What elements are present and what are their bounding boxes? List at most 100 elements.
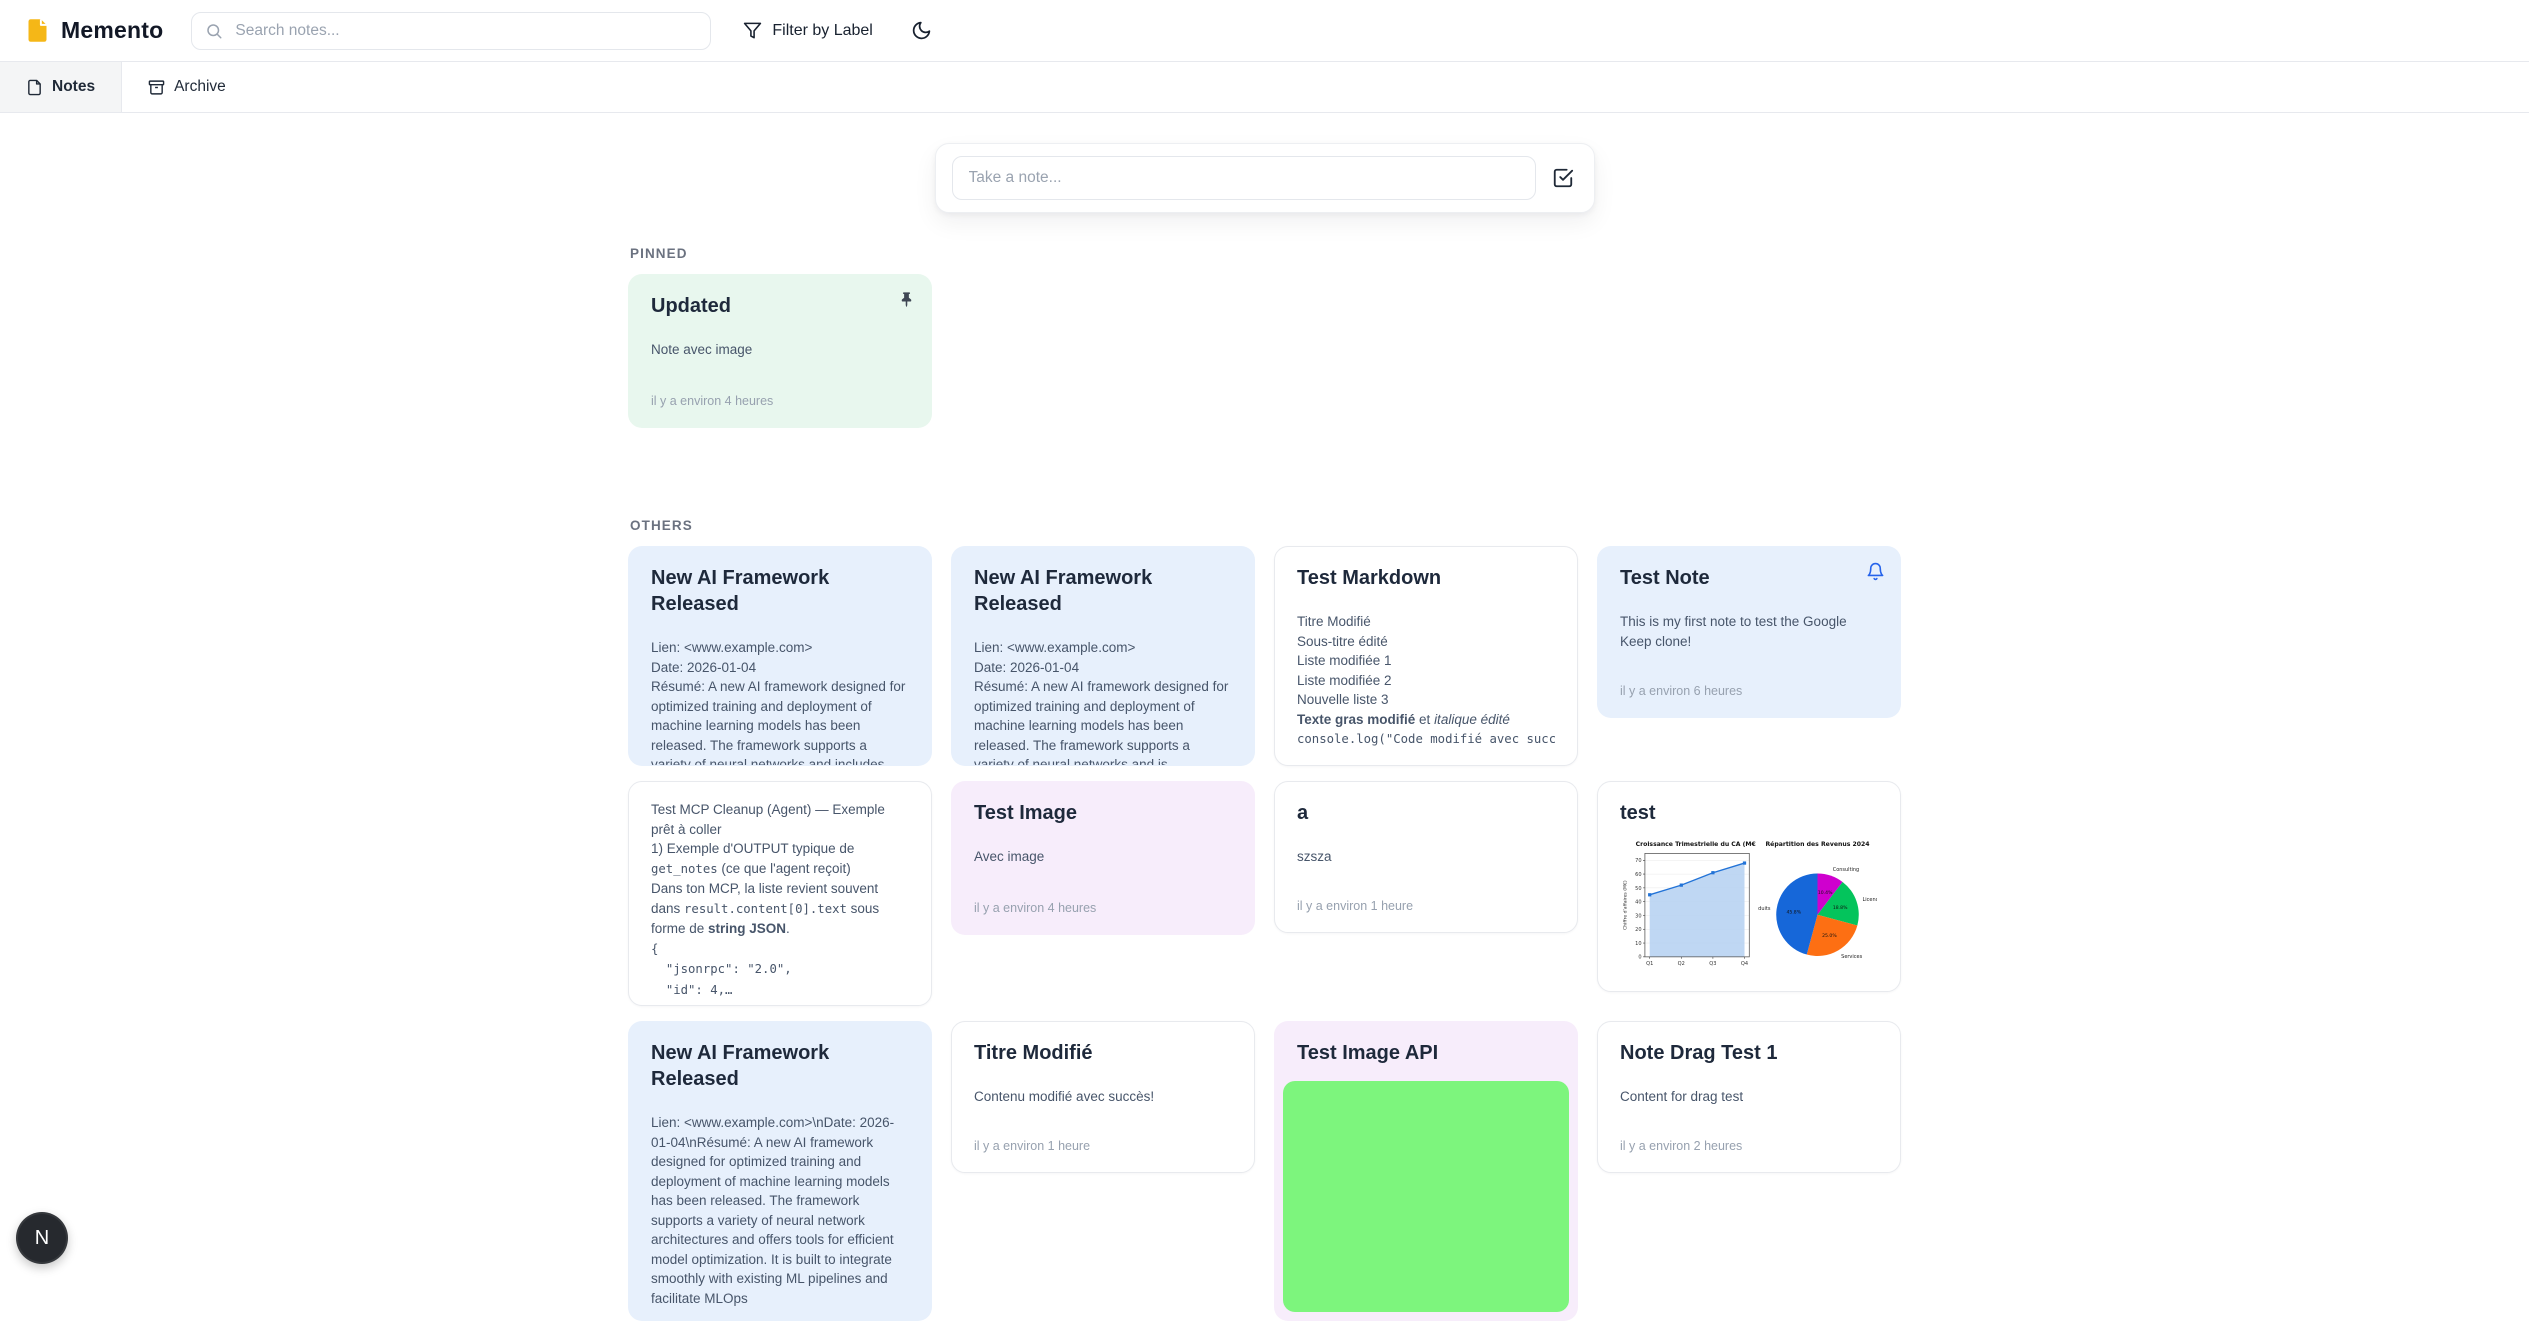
note-body: This is my first note to test the Google… [1620, 614, 1847, 649]
note-title: Test Markdown [1297, 567, 1442, 589]
app-logo: Memento [24, 17, 163, 44]
note-timestamp: il y a environ 4 heures [651, 394, 774, 408]
take-note-input[interactable] [951, 156, 1536, 200]
note-card-test-markdown[interactable]: Test Markdown Titre Modifié Sous-titre éd… [1274, 546, 1578, 766]
note-image [1283, 1081, 1569, 1312]
note-card-ai-framework-3[interactable]: New AI Framework Released Lien: <www.exa… [628, 1021, 932, 1321]
note-card-test-note[interactable]: Test Note This is my first note to test … [1597, 546, 1901, 718]
tab-bar: Notes Archive [0, 62, 2529, 113]
note-body: Lien: <www.example.com> Date: 2026-01-04 R… [974, 640, 1229, 766]
svg-text:60: 60 [1635, 872, 1641, 878]
note-timestamp: il y a environ 2 heures [1620, 1139, 1743, 1153]
note-timestamp: il y a environ 6 heures [1620, 684, 1743, 698]
svg-text:10.4%: 10.4% [1818, 890, 1833, 896]
svg-text:70: 70 [1635, 858, 1641, 864]
pin-button[interactable] [895, 288, 918, 311]
note-title: Test Image API [1297, 1042, 1439, 1064]
note-body: szsza [1297, 849, 1332, 864]
note-images: 0 10 20 30 40 50 60 70 Q1 Q2 Q3 Q4 Croissance Trimes… [1620, 836, 1878, 980]
svg-text:40: 40 [1635, 900, 1641, 906]
note-card-test-charts[interactable]: test 0 10 20 30 40 50 60 70 Q1 Q2 Q3 Q4 Croissance T… [1597, 781, 1901, 992]
note-body: Note avec image [651, 342, 753, 357]
svg-text:Licences: Licences [1862, 897, 1877, 903]
svg-text:Croissance Trimestrielle du CA: Croissance Trimestrielle du CA (M€) [1636, 841, 1756, 848]
tab-notes[interactable]: Notes [0, 62, 123, 112]
note-card-drag-test[interactable]: Note Drag Test 1 Content for drag test i… [1597, 1021, 1901, 1173]
dark-mode-toggle[interactable] [907, 16, 936, 45]
svg-text:Q2: Q2 [1678, 961, 1685, 967]
pie-chart-image: 10.4% Consulting 18.8% Licences 25.0% Service… [1758, 836, 1877, 980]
note-card-a[interactable]: a szsza il y a environ 1 heure [1274, 781, 1578, 933]
svg-text:10: 10 [1635, 941, 1641, 947]
svg-text:Q4: Q4 [1741, 961, 1748, 967]
note-timestamp: il y a environ 4 heures [974, 901, 1097, 915]
note-body: Titre Modifié Sous-titre édité Liste modif… [1297, 614, 1555, 746]
svg-text:Q3: Q3 [1709, 961, 1716, 967]
svg-text:30: 30 [1635, 913, 1641, 919]
note-card-test-image[interactable]: Test Image Avec image il y a environ 4 h… [951, 781, 1255, 935]
app-title: Memento [61, 17, 164, 43]
svg-text:Q1: Q1 [1646, 961, 1653, 967]
note-body: Test MCP Cleanup (Agent) — Exemple prêt … [651, 802, 889, 997]
file-icon [26, 79, 43, 96]
note-card-test-image-api[interactable]: Test Image API [1274, 1021, 1578, 1321]
note-title: New AI Framework Released [974, 567, 1153, 615]
tab-archive[interactable]: Archive [122, 62, 252, 112]
note-body: Lien: <www.example.com>\nDate: 2026-01-0… [651, 1115, 898, 1306]
svg-text:0: 0 [1638, 955, 1641, 961]
note-title: test [1620, 802, 1656, 824]
note-body: Lien: <www.example.com> Date: 2026-01-04 R… [651, 640, 906, 766]
new-checklist-button[interactable] [1548, 163, 1578, 193]
search-input[interactable] [233, 20, 698, 41]
pin-icon [897, 290, 916, 309]
filter-by-label-button[interactable]: Filter by Label [739, 15, 877, 46]
notes-content: PINNED Updated Note avec image il y a en… [628, 246, 1901, 1321]
note-title: New AI Framework Released [651, 567, 830, 615]
svg-text:Consulting: Consulting [1833, 867, 1860, 873]
note-title: Test Image [974, 802, 1077, 824]
note-card-ai-framework-1[interactable]: New AI Framework Released Lien: <www.exa… [628, 546, 932, 766]
note-file-icon [24, 17, 51, 44]
svg-text:25.0%: 25.0% [1822, 933, 1837, 939]
svg-text:45.8%: 45.8% [1786, 909, 1801, 915]
note-body: Content for drag test [1620, 1089, 1744, 1104]
note-timestamp: il y a environ 1 heure [974, 1139, 1091, 1153]
pinned-section-label: PINNED [630, 246, 688, 261]
note-card-titre-modifie[interactable]: Titre Modifié Contenu modifié avec succè… [951, 1021, 1255, 1173]
search-icon [205, 22, 223, 40]
pinned-section: PINNED Updated Note avec image il y a en… [628, 246, 1901, 428]
svg-text:20: 20 [1635, 927, 1641, 933]
note-composer [934, 143, 1595, 213]
svg-text:Services: Services [1841, 954, 1862, 960]
note-card-updated[interactable]: Updated Note avec image il y a environ 4… [628, 274, 932, 428]
others-section: OTHERS New AI Framework Released Lien: <… [628, 518, 1901, 1321]
note-title: Note Drag Test 1 [1620, 1042, 1778, 1064]
avatar-initial: N [34, 1226, 50, 1249]
check-square-icon [1552, 167, 1574, 189]
note-title: Titre Modifié [974, 1042, 1093, 1064]
svg-text:Produits: Produits [1758, 906, 1771, 912]
app-header: Memento Filter by Label [0, 0, 2529, 62]
note-title: Updated [651, 295, 731, 317]
note-title: Test Note [1620, 567, 1710, 589]
note-title: a [1297, 802, 1309, 824]
archive-icon [148, 79, 165, 96]
note-title: New AI Framework Released [651, 1042, 830, 1090]
search-box [191, 11, 712, 50]
note-timestamp: il y a environ 1 heure [1297, 899, 1414, 913]
svg-text:Répartition des Revenus 2024: Répartition des Revenus 2024 [1765, 840, 1869, 848]
svg-text:Chiffre d'affaires (M€): Chiffre d'affaires (M€) [1623, 880, 1629, 930]
note-body: Contenu modifié avec succès! [974, 1089, 1155, 1104]
note-card-ai-framework-2[interactable]: New AI Framework Released Lien: <www.exa… [951, 546, 1255, 766]
reminder-button[interactable] [1864, 560, 1887, 583]
user-avatar[interactable]: N [16, 1212, 68, 1264]
moon-icon [911, 20, 932, 41]
svg-text:18.8%: 18.8% [1833, 905, 1848, 911]
bell-icon [1866, 562, 1885, 581]
filter-funnel-icon [743, 21, 762, 40]
note-card-mcp-cleanup[interactable]: Test MCP Cleanup (Agent) — Exemple prêt … [628, 781, 932, 1006]
others-section-label: OTHERS [630, 518, 693, 533]
note-body: Avec image [974, 849, 1045, 864]
svg-text:50: 50 [1635, 886, 1641, 892]
line-chart-image: 0 10 20 30 40 50 60 70 Q1 Q2 Q3 Q4 Croissance Trimes… [1620, 836, 1756, 980]
